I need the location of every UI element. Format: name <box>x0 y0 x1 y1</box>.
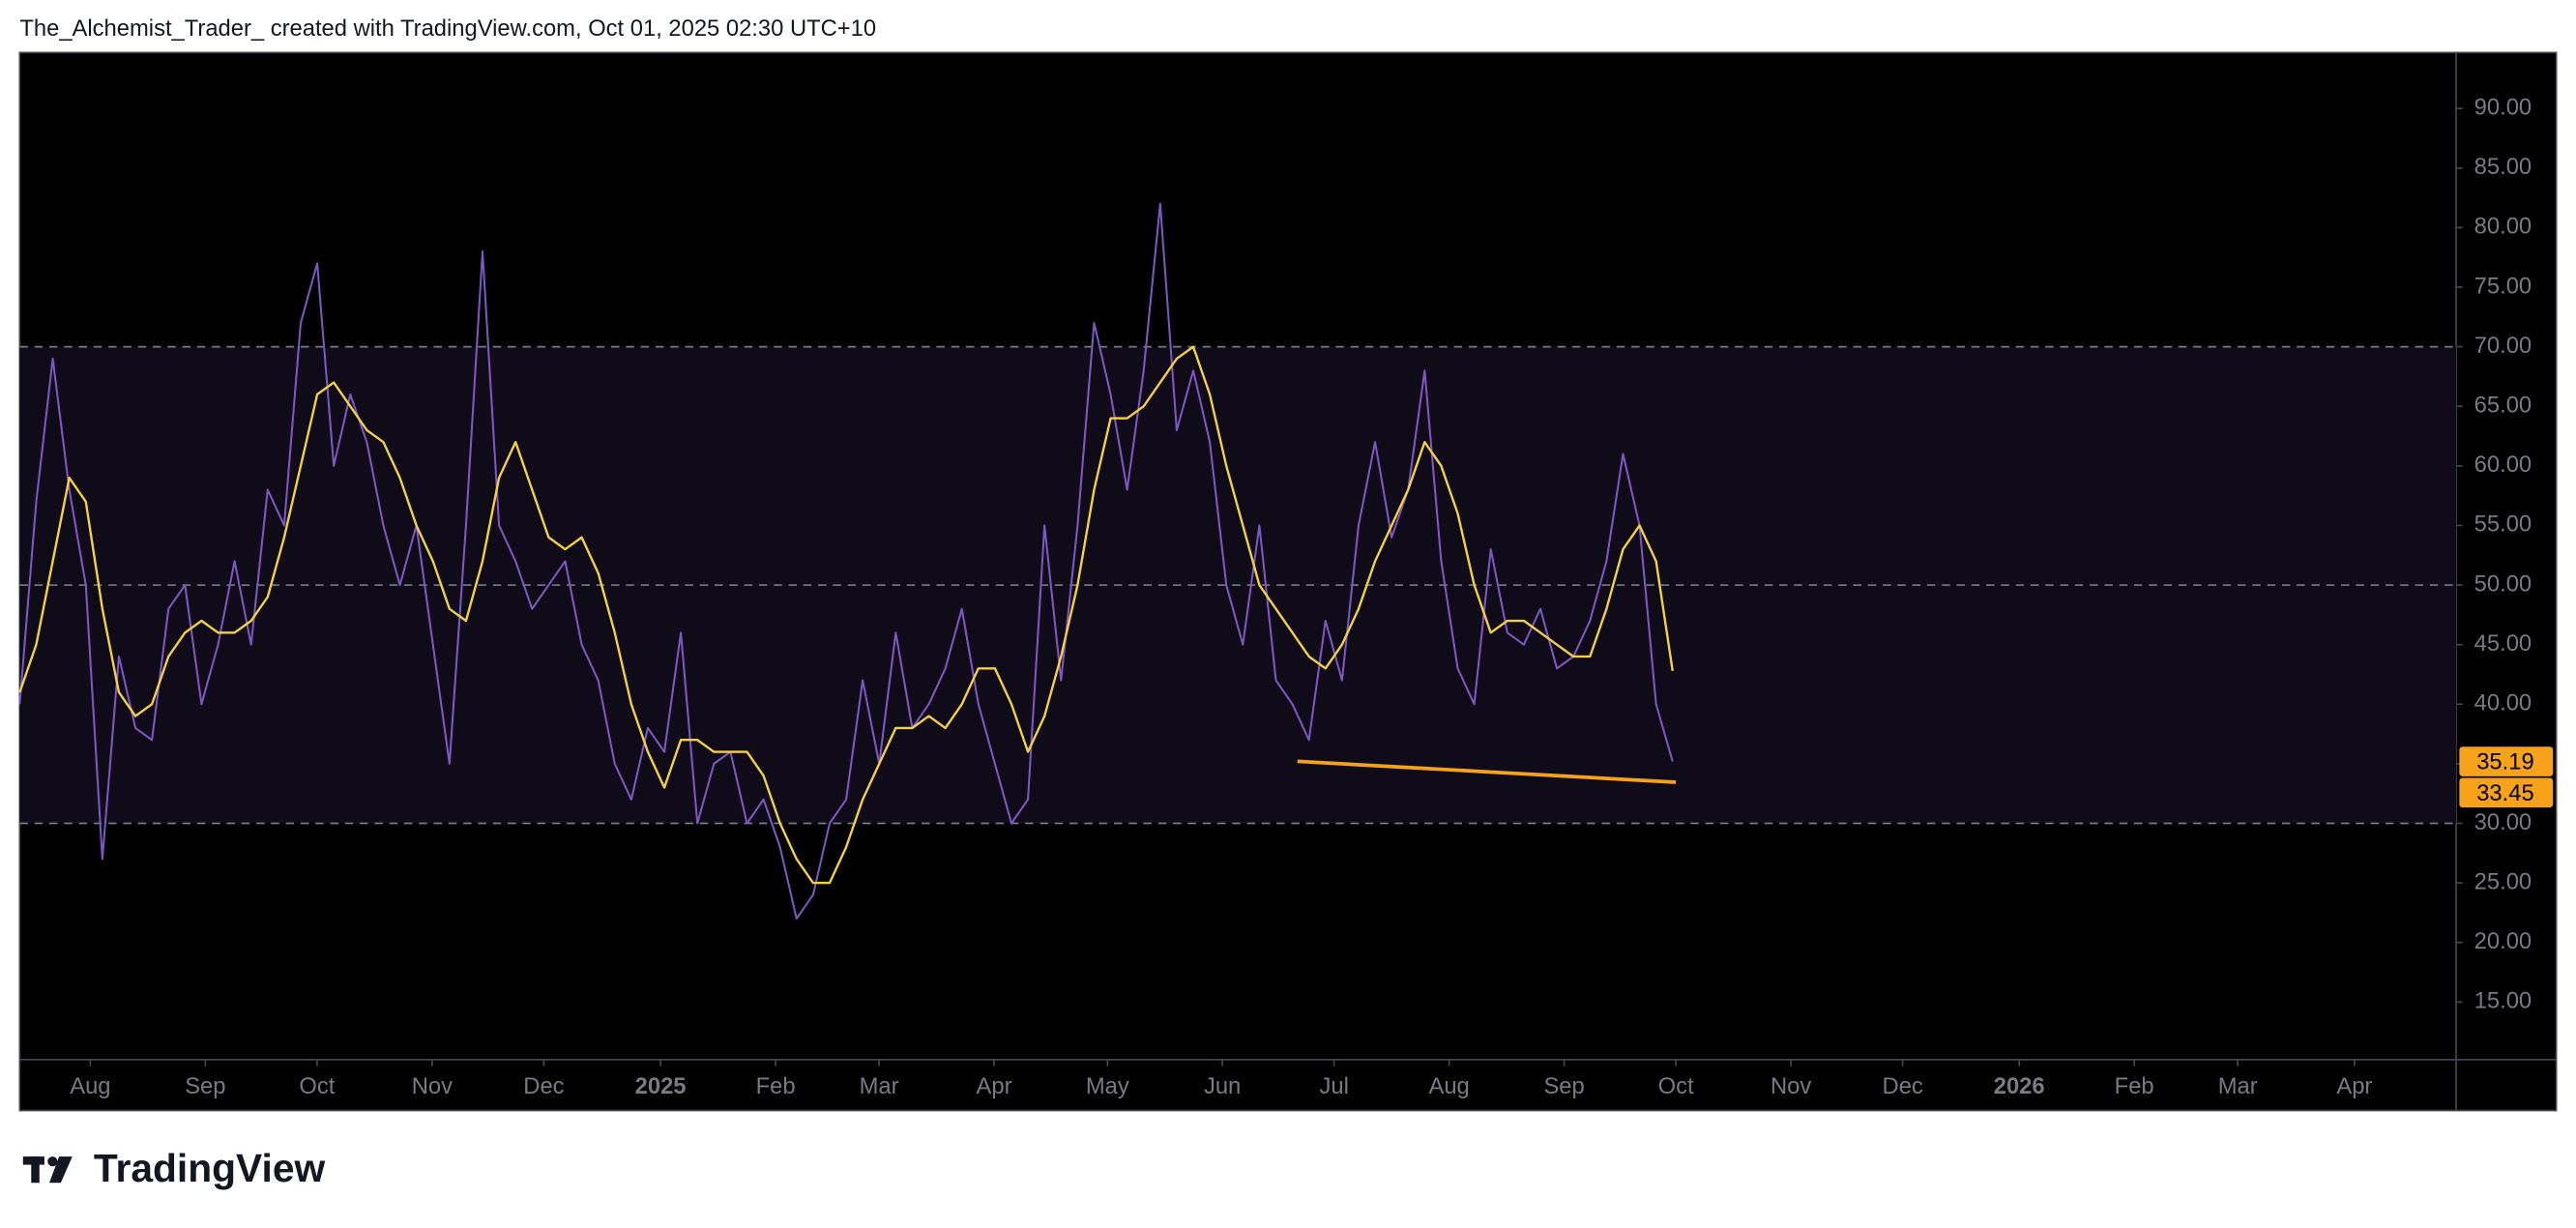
y-tick-label: 85.00 <box>2474 154 2532 180</box>
y-tick-label: 50.00 <box>2474 570 2532 597</box>
x-tick-label: Feb <box>2115 1073 2154 1099</box>
x-tick-label: Aug <box>70 1073 110 1099</box>
y-tick-label: 15.00 <box>2474 988 2532 1014</box>
x-tick-label: Nov <box>412 1073 453 1099</box>
y-tick-label: 30.00 <box>2474 809 2532 835</box>
y-tick-label: 20.00 <box>2474 928 2532 954</box>
logo <box>22 1156 73 1184</box>
x-tick-label: Mar <box>2218 1073 2258 1099</box>
x-tick-label: Apr <box>977 1073 1012 1099</box>
trendline <box>1297 759 1677 784</box>
price-label: 35.19 <box>2476 749 2533 775</box>
y-tick-label: 70.00 <box>2474 333 2532 359</box>
x-tick-label: 2026 <box>1994 1073 2045 1099</box>
x-tick-label: Jul <box>1319 1073 1348 1099</box>
y-tick-label: 25.00 <box>2474 868 2532 894</box>
x-tick-label: Apr <box>2336 1073 2372 1099</box>
header: The_Alchemist_Trader_ created with Tradi… <box>19 15 876 42</box>
x-tick-label: Aug <box>1428 1073 1469 1099</box>
x-tick-label: Feb <box>756 1073 796 1099</box>
x-tick-label: Mar <box>860 1073 899 1099</box>
y-tick-label: 60.00 <box>2474 452 2532 478</box>
x-tick-label: Oct <box>299 1073 335 1099</box>
x-tick-label: Dec <box>523 1073 564 1099</box>
x-tick-label: May <box>1086 1073 1129 1099</box>
y-tick-label: 45.00 <box>2474 630 2532 657</box>
x-tick-label: Jun <box>1204 1073 1241 1099</box>
x-tick-label: Oct <box>1658 1073 1694 1099</box>
y-tick-label: 90.00 <box>2474 94 2532 120</box>
x-tick-label: Sep <box>185 1073 225 1099</box>
watermark: TradingView <box>94 1146 326 1190</box>
series-line <box>18 202 1674 921</box>
price-label: 33.45 <box>2476 780 2533 806</box>
price-label-box <box>2459 746 2554 776</box>
y-tick-label: 75.00 <box>2474 273 2532 299</box>
x-tick-label: Sep <box>1543 1073 1584 1099</box>
y-tick-label: 65.00 <box>2474 393 2532 419</box>
y-tick-label: 55.00 <box>2474 512 2532 538</box>
x-tick-label: Dec <box>1883 1073 1923 1099</box>
y-tick-label: 40.00 <box>2474 690 2532 716</box>
x-tick-label: 2025 <box>635 1073 687 1099</box>
y-tick-label: 80.00 <box>2474 214 2532 240</box>
series-line <box>18 345 1674 885</box>
price-label-box <box>2459 777 2554 808</box>
x-tick-label: Nov <box>1771 1073 1811 1099</box>
